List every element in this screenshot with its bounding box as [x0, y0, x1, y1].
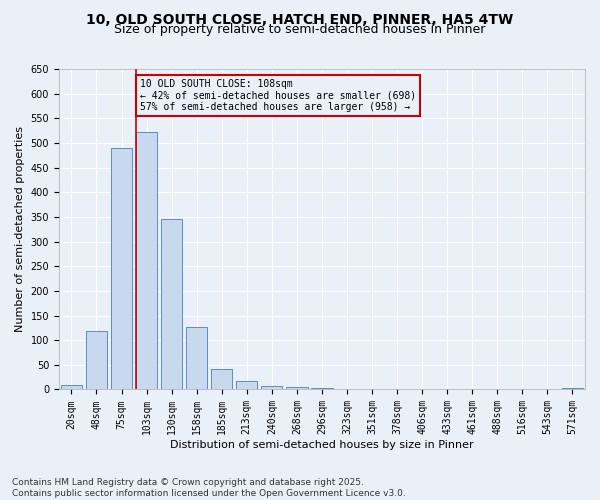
Bar — [261, 386, 283, 390]
Text: Size of property relative to semi-detached houses in Pinner: Size of property relative to semi-detach… — [115, 22, 485, 36]
Bar — [111, 148, 132, 390]
Bar — [86, 331, 107, 390]
Bar — [311, 388, 332, 390]
Bar — [61, 384, 82, 390]
Text: 10 OLD SOUTH CLOSE: 108sqm
← 42% of semi-detached houses are smaller (698)
57% o: 10 OLD SOUTH CLOSE: 108sqm ← 42% of semi… — [140, 79, 416, 112]
Bar — [286, 387, 308, 390]
Text: Contains HM Land Registry data © Crown copyright and database right 2025.
Contai: Contains HM Land Registry data © Crown c… — [12, 478, 406, 498]
Bar — [161, 220, 182, 390]
Y-axis label: Number of semi-detached properties: Number of semi-detached properties — [15, 126, 25, 332]
Bar — [186, 327, 208, 390]
Text: 10, OLD SOUTH CLOSE, HATCH END, PINNER, HA5 4TW: 10, OLD SOUTH CLOSE, HATCH END, PINNER, … — [86, 12, 514, 26]
Bar — [236, 380, 257, 390]
Bar — [136, 132, 157, 390]
Bar — [211, 369, 232, 390]
X-axis label: Distribution of semi-detached houses by size in Pinner: Distribution of semi-detached houses by … — [170, 440, 474, 450]
Bar — [562, 388, 583, 390]
